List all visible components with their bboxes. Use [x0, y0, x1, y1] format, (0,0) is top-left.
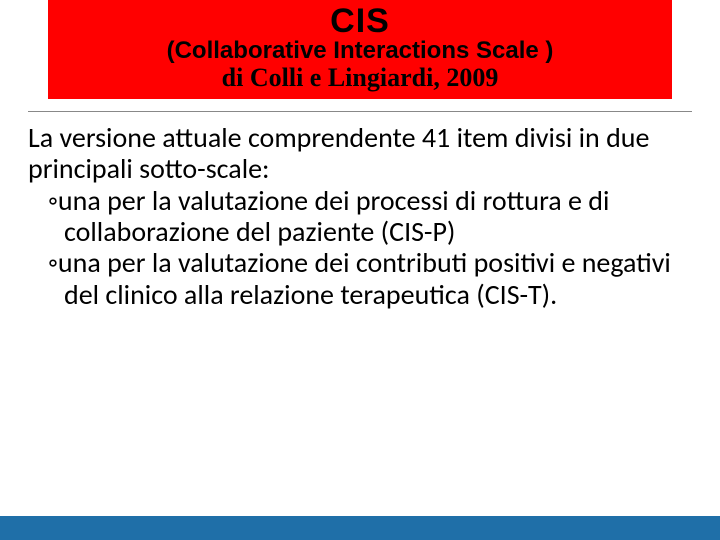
divider: [28, 111, 692, 112]
title-main: CIS: [48, 2, 672, 41]
bullet-marker-icon: ◦: [48, 245, 58, 280]
bullet-marker-icon: ◦: [48, 183, 58, 218]
bullet-text: una per la valutazione dei contributi po…: [58, 245, 671, 311]
body-text: La versione attuale comprendente 41 item…: [0, 122, 720, 310]
bottom-bar: [0, 516, 720, 540]
bullet-text: una per la valutazione dei processi di r…: [58, 183, 609, 249]
bullet-item: ◦una per la valutazione dei processi di …: [28, 185, 692, 248]
title-box: CIS (Collaborative Interactions Scale ) …: [48, 0, 672, 99]
title-authors: di Colli e Lingiardi, 2009: [48, 63, 672, 93]
intro-text: La versione attuale comprendente 41 item…: [28, 122, 692, 185]
title-subtitle: (Collaborative Interactions Scale ): [48, 37, 672, 65]
bullet-item: ◦una per la valutazione dei contributi p…: [28, 247, 692, 310]
